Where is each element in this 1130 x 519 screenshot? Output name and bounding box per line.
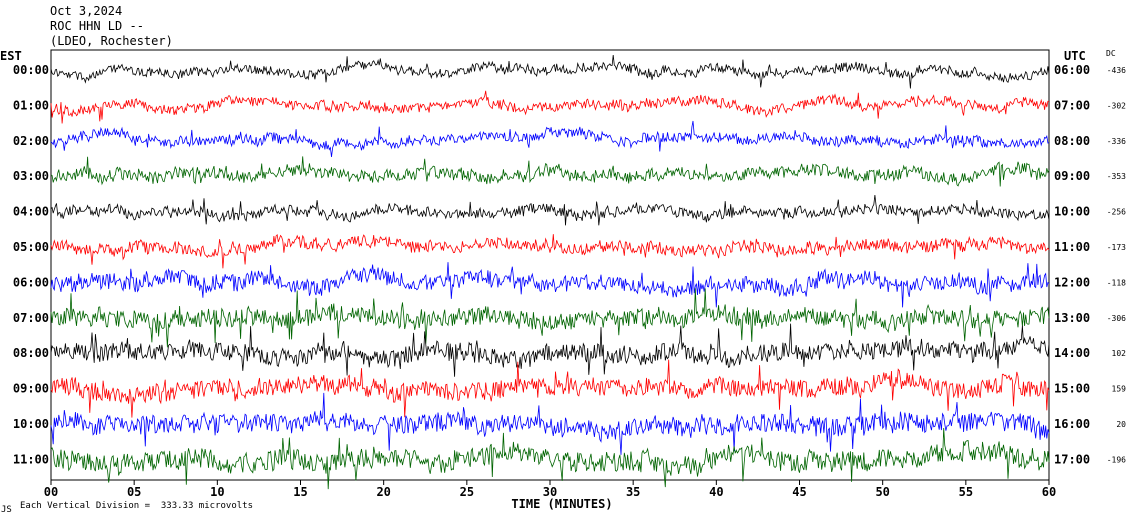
seismic-trace-0500 (50, 233, 1050, 269)
seismic-trace-0800 (50, 323, 1050, 377)
est-hour-label: 06:00 (13, 275, 49, 289)
seismic-trace-0700 (50, 288, 1050, 348)
dc-offset-value: -353 (1107, 172, 1126, 181)
utc-hour-label: 11:00 (1054, 240, 1090, 254)
utc-hour-label: 08:00 (1054, 134, 1090, 148)
x-tick-label: 30 (543, 485, 557, 499)
est-hour-label: 09:00 (13, 382, 49, 396)
est-hour-label: 05:00 (13, 240, 49, 254)
seismic-trace-0200 (50, 120, 1050, 158)
est-hour-label: 10:00 (13, 417, 49, 431)
dc-offset-value: -306 (1107, 314, 1126, 323)
utc-hour-label: 14:00 (1054, 346, 1090, 360)
dc-title: DC (1106, 49, 1116, 58)
trace-layer (50, 55, 1050, 490)
utc-hour-label: 15:00 (1054, 382, 1090, 396)
dc-offset-value: -196 (1107, 455, 1126, 464)
plot-frame (50, 49, 1050, 481)
station-code: ROC HHN LD -- (50, 19, 144, 33)
left-axis-title: EST (0, 49, 22, 63)
network-name: (LDEO, Rochester) (50, 34, 173, 48)
x-tick-label: 05 (127, 485, 141, 499)
dc-offset-value: 20 (1116, 420, 1126, 429)
x-tick-label: 60 (1042, 485, 1056, 499)
x-tick-label: 10 (210, 485, 224, 499)
seismic-trace-0600 (50, 262, 1050, 308)
x-tick-label: 55 (959, 485, 973, 499)
est-hour-label: 07:00 (13, 311, 49, 325)
dc-offset-value: -256 (1107, 208, 1126, 217)
utc-hour-label: 09:00 (1054, 169, 1090, 183)
est-hour-label: 00:00 (13, 63, 49, 77)
utc-hour-label: 16:00 (1054, 417, 1090, 431)
x-tick-label: 50 (875, 485, 889, 499)
dc-offset-value: -336 (1107, 137, 1126, 146)
seismic-trace-0100 (50, 90, 1049, 124)
right-axis-title: UTC (1064, 49, 1086, 63)
scale-note: Each Vertical Division = 333.33 microvol… (20, 501, 253, 511)
x-tick-label: 45 (792, 485, 806, 499)
est-hour-label: 11:00 (13, 452, 49, 466)
utc-hour-label: 06:00 (1054, 63, 1090, 77)
x-tick-label: 40 (709, 485, 723, 499)
est-hour-label: 02:00 (13, 134, 49, 148)
dc-offset-value: -173 (1107, 243, 1126, 252)
utc-hour-label: 17:00 (1054, 452, 1090, 466)
est-hour-label: 01:00 (13, 98, 49, 112)
row-labels: 00:00 06:00 -436 01:00 07:00 -302 02:00 08:00 -3… (13, 63, 1126, 466)
utc-hour-label: 07:00 (1054, 98, 1090, 112)
dc-offset-value: -302 (1107, 101, 1126, 110)
seismic-trace-0400 (50, 194, 1050, 226)
corner-mark: JS (1, 505, 12, 515)
seismic-trace-1000 (50, 392, 1050, 455)
utc-hour-label: 10:00 (1054, 205, 1090, 219)
est-hour-label: 03:00 (13, 169, 49, 183)
x-tick-label: 20 (376, 485, 390, 499)
dc-offset-value: 159 (1112, 385, 1127, 394)
dc-offset-value: -436 (1107, 66, 1126, 75)
dc-offset-value: 102 (1112, 349, 1127, 358)
x-axis-title: TIME (MINUTES) (511, 497, 612, 511)
x-axis: 00 05 10 15 20 25 30 35 40 45 50 55 60 (44, 480, 1056, 499)
est-hour-label: 08:00 (13, 346, 49, 360)
x-tick-label: 35 (626, 485, 640, 499)
seismic-trace-0900 (50, 359, 1050, 418)
helicorder-date: Oct 3,2024 (50, 4, 123, 18)
seismic-trace-1100 (50, 427, 1050, 490)
x-tick-label: 15 (293, 485, 307, 499)
seismic-trace-0000 (50, 55, 1050, 89)
utc-hour-label: 13:00 (1054, 311, 1090, 325)
x-tick-label: 00 (44, 485, 58, 499)
dc-offset-value: -118 (1107, 278, 1126, 287)
x-tick-label: 25 (460, 485, 474, 499)
est-hour-label: 04:00 (13, 205, 49, 219)
seismic-trace-0300 (50, 156, 1050, 187)
utc-hour-label: 12:00 (1054, 275, 1090, 289)
